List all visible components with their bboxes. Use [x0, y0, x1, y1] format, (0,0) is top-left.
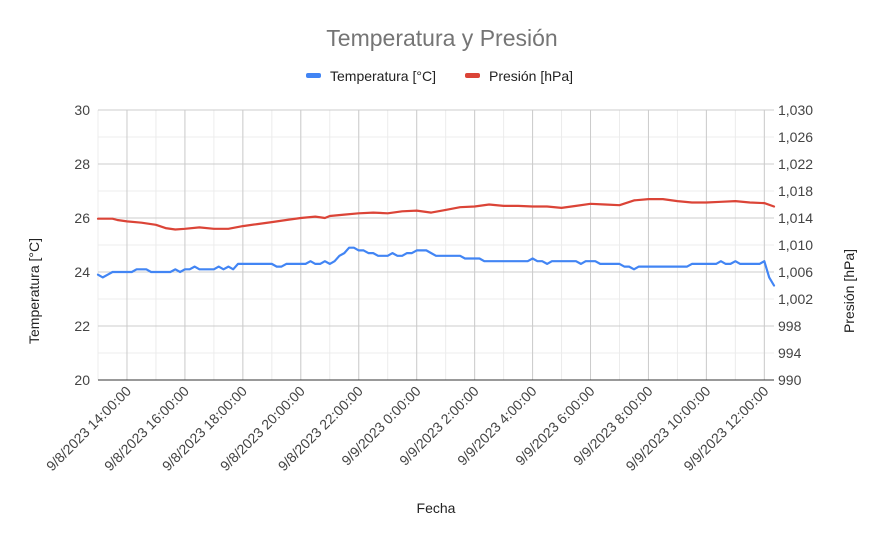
y-right-tick-label: 1,006 [778, 264, 813, 280]
y-left-axis-title: Temperatura [°C] [26, 238, 42, 344]
y-right-tick-label: 998 [778, 318, 802, 334]
y-right-tick-label: 990 [778, 372, 802, 388]
y-right-tick-label: 1,014 [778, 210, 813, 226]
y-right-tick-label: 1,030 [778, 102, 813, 118]
chart-title: Temperatura y Presión [326, 25, 557, 51]
y-left-tick-label: 26 [74, 210, 90, 226]
y-right-tick-labels: 990 994 998 1,002 1,006 1,010 1,014 1,018 1,022 1… [778, 102, 813, 388]
y-left-tick-labels: 20 22 24 26 28 30 [74, 102, 90, 388]
y-right-tick-label: 1,002 [778, 291, 813, 307]
legend: Temperatura [°C] Presión [hPa] [306, 68, 573, 84]
y-right-tick-label: 994 [778, 345, 802, 361]
series-line-presion [96, 198, 776, 231]
y-left-tick-label: 30 [74, 102, 90, 118]
y-left-tick-label: 22 [74, 318, 90, 334]
y-right-tick-label: 1,018 [778, 183, 813, 199]
series-layer [96, 198, 776, 287]
legend-swatch-temperatura [306, 73, 321, 78]
legend-swatch-presion [465, 73, 480, 78]
y-left-tick-label: 28 [74, 156, 90, 172]
y-right-tick-label: 1,026 [778, 129, 813, 145]
series-line-temperatura [96, 246, 776, 287]
y-left-tick-label: 20 [74, 372, 90, 388]
y-right-tick-label: 1,022 [778, 156, 813, 172]
legend-label-presion: Presión [hPa] [489, 68, 573, 84]
gridlines [97, 109, 774, 381]
y-left-tick-label: 24 [74, 264, 90, 280]
x-axis-title: Fecha [417, 500, 456, 516]
y-right-tick-label: 1,010 [778, 237, 813, 253]
legend-label-temperatura: Temperatura [°C] [330, 68, 436, 84]
y-right-axis-title: Presión [hPa] [841, 249, 857, 333]
